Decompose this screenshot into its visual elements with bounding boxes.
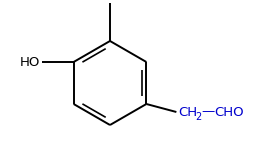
Text: HO: HO [19, 55, 40, 68]
Text: 2: 2 [195, 112, 202, 122]
Text: CHO: CHO [214, 105, 244, 118]
Text: —: — [201, 105, 214, 118]
Text: CH: CH [178, 105, 197, 118]
